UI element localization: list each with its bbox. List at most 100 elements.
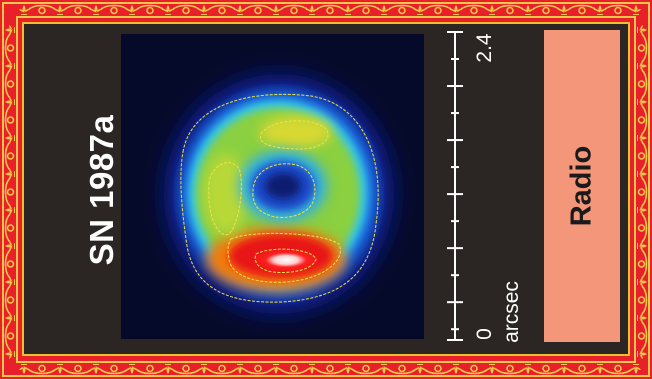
scale-max-label: 2.4 xyxy=(473,33,496,63)
fleur-de-lis-ornament xyxy=(451,364,461,374)
scroll-ornament xyxy=(603,4,633,15)
fleur-de-lis-ornament xyxy=(415,5,425,15)
scroll-ornament xyxy=(27,364,57,375)
scroll-ornament xyxy=(351,4,381,15)
scroll-ornament xyxy=(567,364,597,375)
scroll-ornament xyxy=(637,177,648,207)
scroll-ornament xyxy=(4,141,15,171)
scroll-ornament xyxy=(637,141,648,171)
fleur-de-lis-ornament xyxy=(5,133,15,143)
scroll-ornament xyxy=(63,364,93,375)
fleur-de-lis-ornament xyxy=(55,5,65,15)
fleur-de-lis-ornament xyxy=(5,25,15,35)
fleur-de-lis-ornament xyxy=(91,364,101,374)
fleur-de-lis-ornament xyxy=(415,364,425,374)
fleur-de-lis-ornament xyxy=(343,5,353,15)
fleur-de-lis-ornament xyxy=(5,97,15,107)
fleur-de-lis-ornament xyxy=(127,364,137,374)
fleur-de-lis-ornament xyxy=(637,277,647,287)
scroll-ornament xyxy=(531,4,561,15)
scroll-ornament xyxy=(207,364,237,375)
scale-unit-label: arcsec xyxy=(500,281,523,343)
scroll-ornament xyxy=(637,285,648,315)
scroll-ornament xyxy=(637,249,648,279)
scroll-ornament xyxy=(4,285,15,315)
fleur-de-lis-ornament xyxy=(19,5,29,15)
scroll-ornament xyxy=(387,364,417,375)
fleur-de-lis-ornament xyxy=(19,364,29,374)
scroll-ornament xyxy=(63,4,93,15)
fleur-de-lis-ornament xyxy=(631,364,641,374)
fleur-de-lis-ornament xyxy=(5,241,15,251)
fleur-de-lis-ornament xyxy=(235,5,245,15)
scroll-ornament xyxy=(637,69,648,99)
scroll-ornament xyxy=(279,4,309,15)
band-label: Radio xyxy=(565,145,598,227)
scale-min-label: 0 xyxy=(473,328,496,340)
scroll-ornament xyxy=(171,4,201,15)
scroll-ornament xyxy=(603,364,633,375)
fleur-de-lis-ornament xyxy=(343,364,353,374)
fleur-de-lis-ornament xyxy=(55,364,65,374)
fleur-de-lis-ornament xyxy=(595,364,605,374)
fleur-de-lis-ornament xyxy=(199,364,209,374)
fleur-de-lis-ornament xyxy=(127,5,137,15)
fleur-de-lis-ornament xyxy=(637,25,647,35)
fleur-de-lis-ornament xyxy=(5,277,15,287)
fleur-de-lis-ornament xyxy=(5,349,15,359)
scroll-ornament xyxy=(637,33,648,63)
fleur-de-lis-ornament xyxy=(637,349,647,359)
fleur-de-lis-ornament xyxy=(379,364,389,374)
fleur-de-lis-ornament xyxy=(559,5,569,15)
scroll-ornament xyxy=(459,364,489,375)
fleur-de-lis-ornament xyxy=(307,364,317,374)
fleur-de-lis-ornament xyxy=(271,5,281,15)
fleur-de-lis-ornament xyxy=(637,205,647,215)
fleur-de-lis-ornament xyxy=(487,5,497,15)
fleur-de-lis-ornament xyxy=(595,5,605,15)
scroll-ornament xyxy=(495,4,525,15)
scroll-ornament xyxy=(171,364,201,375)
scroll-ornament xyxy=(531,364,561,375)
fleur-de-lis-ornament xyxy=(5,169,15,179)
scroll-ornament xyxy=(423,364,453,375)
fleur-de-lis-ornament xyxy=(637,313,647,323)
scroll-ornament xyxy=(315,364,345,375)
fleur-de-lis-ornament xyxy=(199,5,209,15)
scroll-ornament xyxy=(423,4,453,15)
scroll-ornament xyxy=(99,364,129,375)
scroll-ornament xyxy=(351,364,381,375)
fleur-de-lis-ornament xyxy=(637,133,647,143)
scroll-ornament xyxy=(4,321,15,351)
angular-scale-bar xyxy=(447,31,463,341)
object-title: SN 1987a xyxy=(83,114,120,266)
scroll-ornament xyxy=(567,4,597,15)
scroll-ornament xyxy=(243,364,273,375)
scroll-ornament xyxy=(27,4,57,15)
fleur-de-lis-ornament xyxy=(637,61,647,71)
fleur-de-lis-ornament xyxy=(379,5,389,15)
scroll-ornament xyxy=(637,213,648,243)
fleur-de-lis-ornament xyxy=(487,364,497,374)
fleur-de-lis-ornament xyxy=(559,364,569,374)
scroll-ornament xyxy=(99,4,129,15)
fleur-de-lis-ornament xyxy=(523,5,533,15)
scroll-ornament xyxy=(4,69,15,99)
fleur-de-lis-ornament xyxy=(5,205,15,215)
scroll-ornament xyxy=(495,364,525,375)
scroll-ornament xyxy=(4,213,15,243)
fleur-de-lis-ornament xyxy=(637,169,647,179)
fleur-de-lis-ornament xyxy=(91,5,101,15)
scroll-ornament xyxy=(4,177,15,207)
band-panel: Radio xyxy=(544,30,620,342)
scroll-ornament xyxy=(207,4,237,15)
scroll-ornament xyxy=(4,105,15,135)
fleur-de-lis-ornament xyxy=(307,5,317,15)
scroll-ornament xyxy=(637,105,648,135)
fleur-de-lis-ornament xyxy=(163,364,173,374)
scroll-ornament xyxy=(637,321,648,351)
fleur-de-lis-ornament xyxy=(637,97,647,107)
fleur-de-lis-ornament xyxy=(637,241,647,251)
scroll-ornament xyxy=(135,4,165,15)
